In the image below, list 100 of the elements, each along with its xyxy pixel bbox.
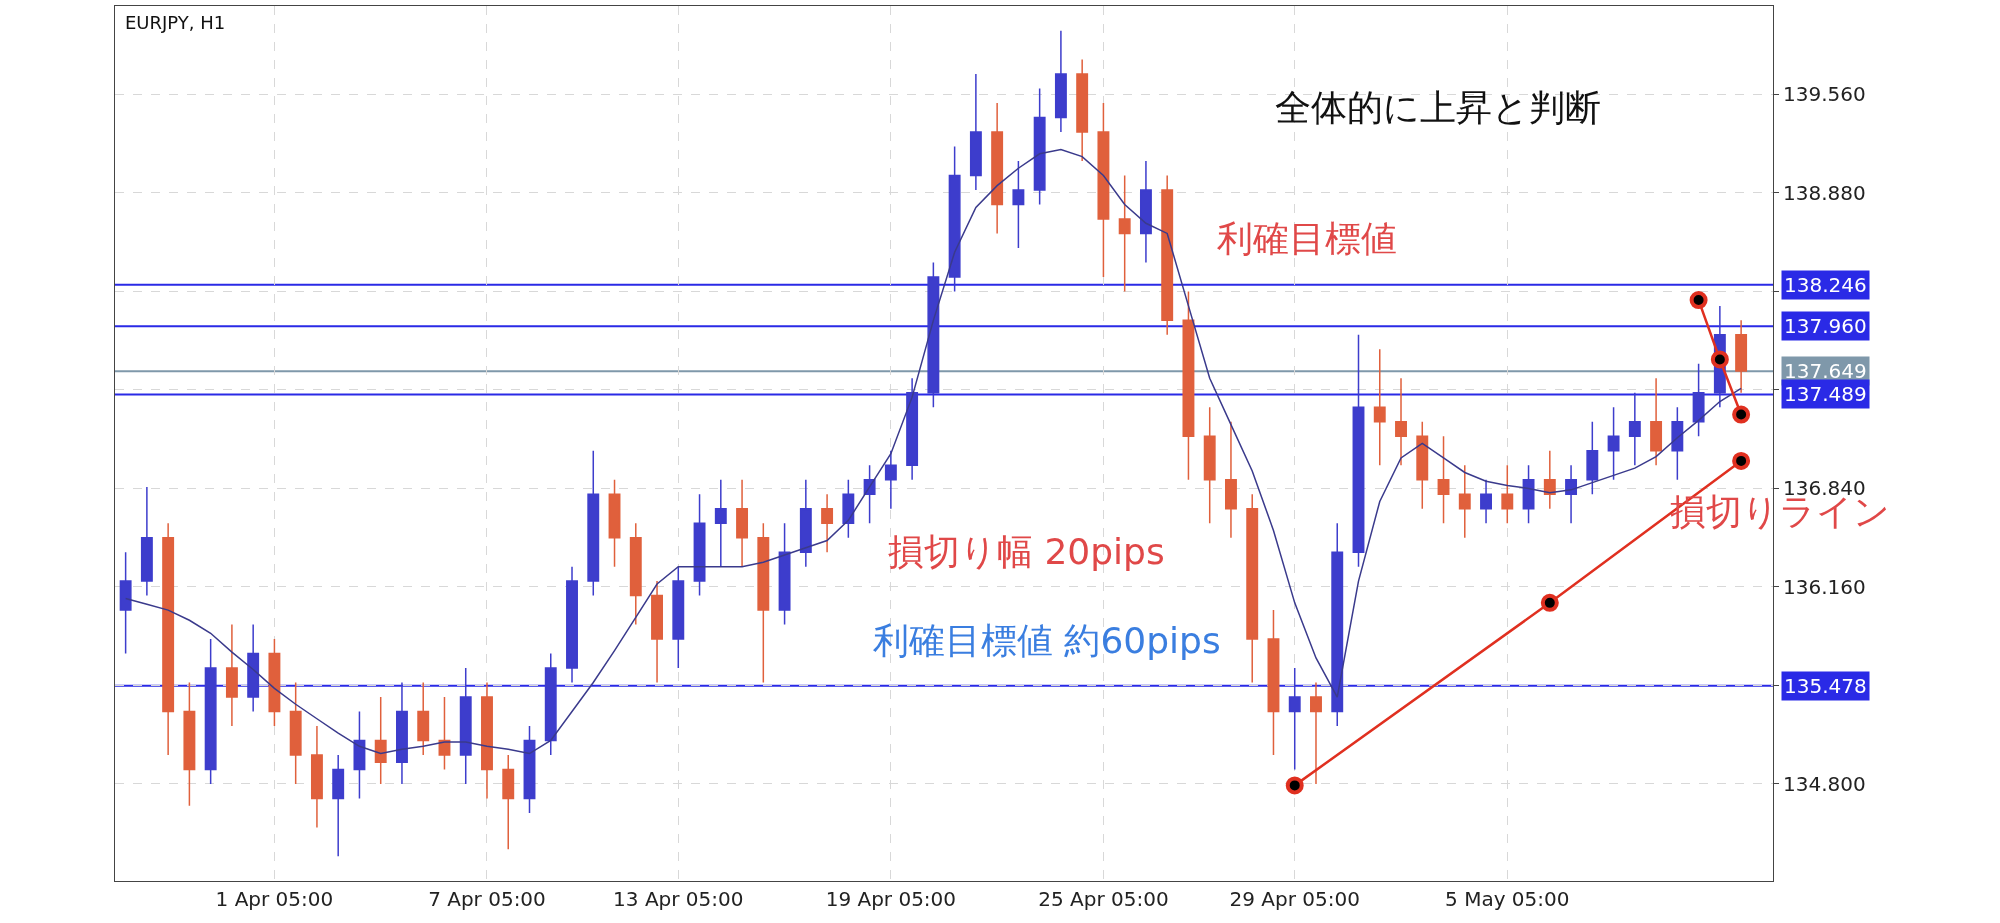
candlestick: [1012, 160, 1025, 249]
candlestick: [1203, 406, 1216, 524]
candlestick: [566, 565, 578, 684]
annotation: 全体的に上昇と判断: [1275, 87, 1601, 128]
candlestick: [119, 551, 132, 655]
candlestick: [1288, 667, 1301, 771]
candlestick: [969, 73, 982, 191]
candlestick: [587, 449, 600, 597]
candlestick: [1522, 464, 1535, 524]
candlestick: [1118, 174, 1131, 293]
line-series: [124, 148, 1742, 755]
candlestick: [778, 522, 791, 626]
candlestick: [863, 464, 876, 524]
candlestick: [1033, 87, 1046, 206]
ref-line-label: 137.649: [1784, 359, 1867, 383]
candlestick: [310, 725, 323, 829]
candlestick: [162, 522, 175, 756]
x-tick-label: 19 Apr 05:00: [825, 887, 957, 911]
candlestick: [693, 493, 706, 597]
candlestick: [1650, 377, 1663, 466]
candlestick: [651, 580, 663, 684]
candlestick: [1628, 392, 1641, 466]
y-tick-label: 136.160: [1783, 574, 1866, 599]
point: [1732, 405, 1751, 424]
candlestick: [417, 681, 430, 756]
candlestick: [1161, 174, 1174, 336]
candlestick: [140, 486, 153, 597]
candlestick: [396, 681, 408, 785]
candlestick: [1395, 377, 1407, 466]
candlestick: [332, 754, 345, 858]
candlestick: [1607, 406, 1620, 481]
ref-line-label: 138.246: [1784, 273, 1867, 297]
candlestick: [1182, 290, 1195, 481]
candlestick: [991, 102, 1004, 235]
candlestick: [183, 681, 196, 807]
candlestick: [374, 696, 387, 785]
y-tick-label: 139.560: [1783, 82, 1866, 107]
x-tick-label: 25 Apr 05:00: [1038, 887, 1169, 911]
point: [1710, 350, 1729, 369]
y-tick-label: 138.880: [1783, 180, 1866, 205]
candlestick: [1501, 464, 1514, 524]
candlestick: [1373, 348, 1386, 466]
candlestick: [1543, 449, 1556, 510]
candlestick: [1352, 334, 1365, 568]
x-tick-label: 5 May 05:00: [1445, 887, 1570, 911]
candlestick: [1267, 609, 1280, 756]
candlestick: [1246, 493, 1259, 684]
candlestick: [672, 565, 685, 669]
candlestick: [1692, 363, 1705, 438]
candlestick: [1565, 464, 1578, 524]
candlestick: [1416, 421, 1429, 510]
candlestick: [544, 652, 557, 756]
candlestick: [1054, 29, 1067, 133]
candlestick: [1671, 406, 1684, 481]
candlestick: [927, 261, 940, 409]
point: [1540, 593, 1559, 612]
candlestick: [1097, 102, 1110, 278]
candlestick: [884, 449, 897, 510]
candlestick: [1139, 160, 1152, 264]
candlestick: [714, 478, 727, 568]
candlestick: [757, 522, 770, 684]
candlestick: [821, 493, 834, 553]
candlestick: [289, 681, 302, 785]
point: [1732, 451, 1751, 470]
candlestick: [204, 638, 217, 785]
ref-line-label: 137.960: [1784, 314, 1867, 338]
ref-line-label: 137.489: [1784, 382, 1867, 406]
candlestick: [629, 522, 642, 626]
candlestick: [225, 623, 238, 727]
point: [1285, 776, 1304, 795]
candlestick: [842, 478, 855, 539]
annotation: 損切り幅 20pips: [888, 531, 1165, 572]
ref-line-label: 135.478: [1784, 674, 1867, 698]
candlestick: [523, 725, 536, 814]
candlestick: [502, 754, 515, 850]
candlestick: [608, 478, 621, 568]
candlestick: [1076, 58, 1089, 162]
x-tick-label: 7 Apr 05:00: [428, 887, 546, 911]
annotation: 利確目標値: [1217, 218, 1397, 259]
x-tick-label: 29 Apr 05:00: [1229, 887, 1360, 911]
candlestick: [799, 478, 812, 568]
candlestick: [1735, 319, 1748, 394]
chart-title: EURJPY, H1: [125, 12, 226, 33]
candlestick: [1458, 464, 1471, 539]
candlestick: [736, 478, 749, 568]
x-tick-label: 13 Apr 05:00: [613, 887, 744, 911]
y-tick-label: 134.800: [1783, 771, 1866, 796]
annotation: 利確目標値 約60pips: [873, 620, 1221, 661]
candlestick: [906, 377, 919, 481]
candlestick: [1331, 522, 1344, 727]
candlestick: [1586, 421, 1599, 495]
candlestick: [1437, 435, 1450, 524]
candlestick: [1310, 681, 1322, 785]
candlestick: [268, 638, 281, 727]
point: [1689, 291, 1708, 310]
candlestick: [247, 623, 260, 713]
candlestick: [948, 145, 961, 293]
candlestick: [459, 667, 472, 785]
candlestick: [353, 710, 366, 800]
x-tick-label: 1 Apr 05:00: [215, 887, 334, 911]
